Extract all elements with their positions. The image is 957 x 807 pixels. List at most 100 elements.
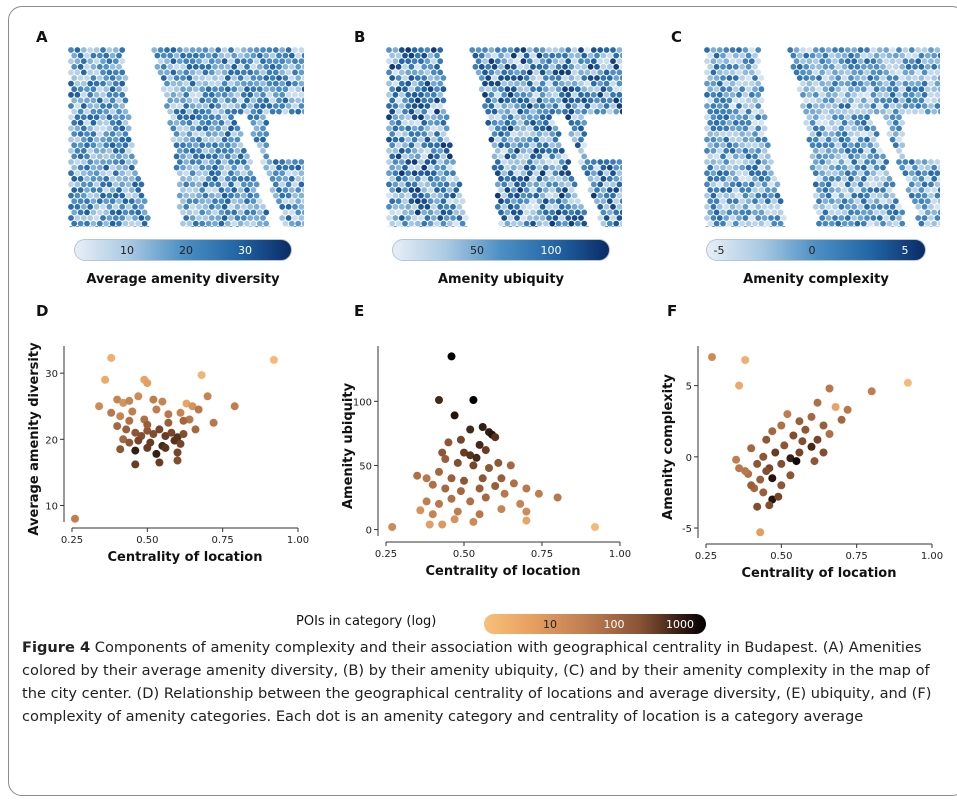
map-dot — [603, 203, 610, 210]
scatter-point — [534, 489, 543, 498]
map-dot — [864, 69, 870, 76]
map-dot — [180, 164, 186, 171]
map-dot — [424, 170, 431, 177]
map-dot — [752, 131, 758, 137]
map-dot — [520, 47, 527, 53]
map-dot — [716, 159, 723, 165]
map-dot — [848, 164, 854, 171]
map-dot — [272, 91, 279, 98]
map-dot — [446, 153, 453, 160]
map-dot — [514, 136, 520, 143]
map-dot — [276, 52, 282, 59]
map-dot — [758, 220, 765, 227]
map-dot — [883, 69, 890, 76]
map-dot — [437, 58, 444, 65]
map-dot — [761, 170, 768, 177]
map-dot — [812, 58, 819, 65]
map-dot — [253, 58, 260, 65]
map-dot — [835, 119, 842, 126]
map-dot — [482, 69, 488, 76]
map-dot — [867, 209, 874, 216]
map-dot — [234, 80, 241, 87]
map-dot — [806, 80, 813, 87]
map-dot — [402, 142, 408, 149]
scatter-point — [176, 439, 185, 448]
map-dot — [584, 47, 591, 53]
map-dot — [119, 91, 126, 98]
map-dot — [71, 86, 78, 93]
map-dot — [405, 181, 412, 188]
map-dot — [603, 69, 610, 76]
map-dot — [857, 80, 864, 87]
map-dot — [711, 226, 716, 227]
map-dot — [517, 220, 524, 227]
map-dot — [301, 220, 304, 227]
scatter-point — [182, 399, 191, 408]
map-dot — [498, 198, 504, 205]
map-dot — [234, 192, 241, 199]
map-dot — [402, 97, 408, 104]
map-dot — [494, 136, 501, 143]
map-dot — [870, 91, 877, 98]
map-dot — [279, 192, 286, 199]
map-dot — [106, 181, 113, 188]
map-dot — [282, 63, 289, 70]
map-dot — [434, 97, 440, 104]
map-dot — [510, 86, 517, 93]
map-dot — [411, 80, 418, 87]
map-dot — [116, 52, 122, 59]
map-dot — [726, 153, 733, 160]
map-dot — [128, 142, 135, 149]
map-dot — [295, 209, 302, 216]
map-dot — [755, 203, 762, 210]
map-dot — [453, 175, 460, 182]
map-dot — [710, 69, 717, 76]
map-dot — [301, 97, 304, 104]
map-dot — [892, 52, 899, 59]
map-dot — [491, 142, 498, 149]
map-dot — [539, 159, 546, 165]
map-dot — [212, 164, 218, 171]
map-dot — [736, 215, 742, 221]
map-dot — [922, 226, 927, 227]
map-dot — [742, 103, 749, 109]
map-dot — [803, 63, 810, 70]
map-dot — [427, 198, 434, 205]
map-dot — [552, 136, 559, 143]
map-dot — [558, 103, 565, 109]
map-dot — [918, 187, 925, 193]
map-dot — [80, 181, 87, 188]
map-dot — [812, 159, 819, 165]
map-dot — [584, 170, 591, 177]
map-dot — [186, 97, 193, 104]
map-dot — [510, 220, 517, 227]
map-dot — [215, 159, 222, 165]
map-dot — [860, 220, 867, 227]
map-dot — [77, 153, 84, 160]
colorbar-tick: 20 — [179, 244, 193, 257]
map-dot — [208, 103, 215, 109]
scatter-point — [152, 405, 161, 414]
map-dot — [565, 114, 572, 121]
map-dot — [125, 159, 132, 165]
map-dot — [854, 52, 861, 59]
map-dot — [202, 80, 209, 87]
map-dot — [565, 80, 572, 87]
scatter-point — [134, 436, 143, 445]
map-dot — [934, 58, 940, 65]
map-dot — [189, 58, 196, 65]
map-dot — [501, 147, 508, 154]
map-dot — [723, 181, 730, 188]
y-tick-label: -5 — [682, 524, 692, 535]
map-dot — [427, 209, 434, 216]
scatter-point — [101, 375, 110, 384]
map-dot — [228, 58, 234, 65]
scatter-point — [167, 428, 176, 437]
map-dot — [931, 52, 938, 59]
map-dot — [443, 192, 450, 199]
map-dot — [427, 220, 434, 227]
map-dot — [128, 175, 135, 182]
map-dot — [247, 47, 254, 53]
scatter-point — [107, 408, 116, 417]
map-dot — [485, 97, 492, 104]
